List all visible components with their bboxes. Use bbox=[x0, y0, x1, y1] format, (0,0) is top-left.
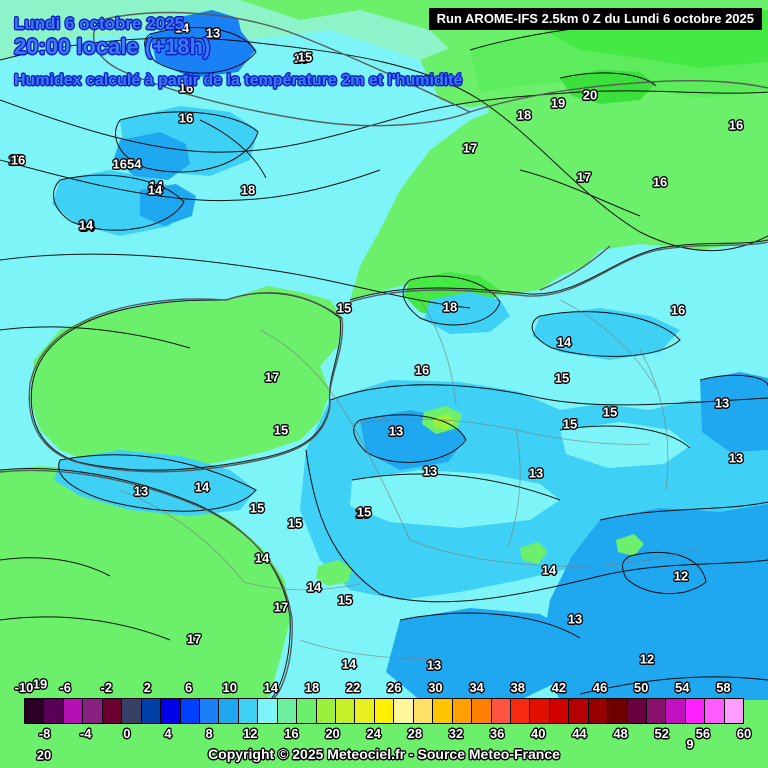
scale-swatch bbox=[25, 699, 45, 723]
map-subtitle: Humidex calculé à partir de la températu… bbox=[14, 72, 463, 89]
scale-tick-label: 60 bbox=[736, 726, 752, 741]
scale-tick-label: 42 bbox=[551, 680, 567, 695]
forecast-date-label: Lundi 6 octobre 2025 bbox=[14, 14, 185, 33]
scale-tick-label: 58 bbox=[716, 680, 731, 695]
scale-swatch bbox=[569, 699, 589, 723]
scale-swatch bbox=[122, 699, 142, 723]
scale-tick-label: 32 bbox=[448, 726, 464, 741]
scale-tick-label: 20 bbox=[325, 726, 340, 741]
scale-tick-label: 2 bbox=[143, 680, 152, 695]
scale-swatch bbox=[219, 699, 239, 723]
scale-swatch bbox=[588, 699, 609, 723]
scale-tick-label: 0 bbox=[123, 726, 131, 741]
scale-swatch bbox=[510, 699, 531, 723]
scale-swatch bbox=[316, 699, 336, 723]
scale-swatch bbox=[452, 699, 473, 723]
scale-swatch bbox=[374, 699, 395, 723]
scale-swatch bbox=[647, 699, 667, 723]
scale-tick-label: -8 bbox=[38, 726, 51, 741]
scale-tick-label: 54 bbox=[675, 680, 690, 695]
scale-swatch bbox=[530, 699, 550, 723]
scale-tick-label: 16 bbox=[284, 726, 299, 741]
scale-swatch bbox=[238, 699, 259, 723]
scale-swatch bbox=[608, 699, 628, 723]
scale-tick-label: -4 bbox=[79, 726, 92, 741]
scale-tick-label: 28 bbox=[407, 726, 423, 741]
scale-swatch bbox=[102, 699, 123, 723]
scale-swatch bbox=[666, 699, 686, 723]
scale-tick-label: 4 bbox=[164, 726, 172, 741]
scale-tick-label: 14 bbox=[263, 680, 279, 695]
scale-swatch bbox=[141, 699, 162, 723]
forecast-time-label: 20:00 locale (+18h) bbox=[14, 34, 211, 59]
copyright-label: Copyright © 2025 Meteociel.fr - Source M… bbox=[208, 746, 560, 762]
scale-swatch bbox=[705, 699, 725, 723]
scale-tick-label: 34 bbox=[469, 680, 484, 695]
scale-swatch bbox=[199, 699, 220, 723]
scale-tick-label: -6 bbox=[59, 680, 71, 695]
scale-tick-label: 18 bbox=[304, 680, 320, 695]
scale-swatch bbox=[433, 699, 453, 723]
scale-swatch bbox=[161, 699, 181, 723]
scale-swatch bbox=[413, 699, 434, 723]
scale-swatch bbox=[44, 699, 64, 723]
scale-tick-label: 24 bbox=[366, 726, 381, 741]
scale-tick-label: 36 bbox=[489, 726, 505, 741]
scale-tick-label: 22 bbox=[345, 680, 361, 695]
scale-swatch bbox=[258, 699, 278, 723]
scale-tick-label: 30 bbox=[428, 680, 443, 695]
scale-swatch bbox=[355, 699, 375, 723]
scale-tick-label: 8 bbox=[205, 726, 213, 741]
scale-swatch bbox=[685, 699, 706, 723]
scale-swatch bbox=[277, 699, 298, 723]
scale-swatch bbox=[549, 699, 570, 723]
model-run-badge: Run AROME-IFS 2.5km 0 Z du Lundi 6 octob… bbox=[428, 8, 762, 30]
scale-swatch bbox=[491, 699, 511, 723]
scale-swatch bbox=[472, 699, 492, 723]
scale-swatch bbox=[63, 699, 84, 723]
scale-swatch bbox=[180, 699, 200, 723]
scale-tick-label: 26 bbox=[387, 680, 402, 695]
scale-swatch bbox=[297, 699, 317, 723]
scale-swatch bbox=[83, 699, 103, 723]
scale-tick-label: 40 bbox=[531, 726, 546, 741]
scale-tick-label: 10 bbox=[222, 680, 237, 695]
scale-swatch bbox=[394, 699, 414, 723]
color-scale-bar[interactable] bbox=[24, 698, 744, 724]
scale-tick-label: -10 bbox=[14, 680, 34, 695]
scale-swatch bbox=[724, 699, 744, 723]
scale-swatch bbox=[336, 699, 356, 723]
color-scale-legend: -10 -6 -2 2 6 10 14 18 22 26 30 34 38 42 46 50 54 58 -8 -4… bbox=[0, 680, 768, 768]
scale-tick-label: 48 bbox=[613, 726, 628, 741]
scale-tick-label: 56 bbox=[695, 726, 711, 741]
scale-swatch bbox=[627, 699, 647, 723]
scale-tick-label: 46 bbox=[592, 680, 608, 695]
scale-tick-label: 50 bbox=[633, 680, 649, 695]
scale-tick-label: 52 bbox=[654, 726, 669, 741]
scale-tick-label: 44 bbox=[572, 726, 587, 741]
scale-tick-label: 38 bbox=[510, 680, 525, 695]
scale-tick-label: 12 bbox=[243, 726, 258, 741]
scale-tick-label: 6 bbox=[184, 680, 193, 695]
scale-tick-label: -2 bbox=[100, 680, 113, 695]
